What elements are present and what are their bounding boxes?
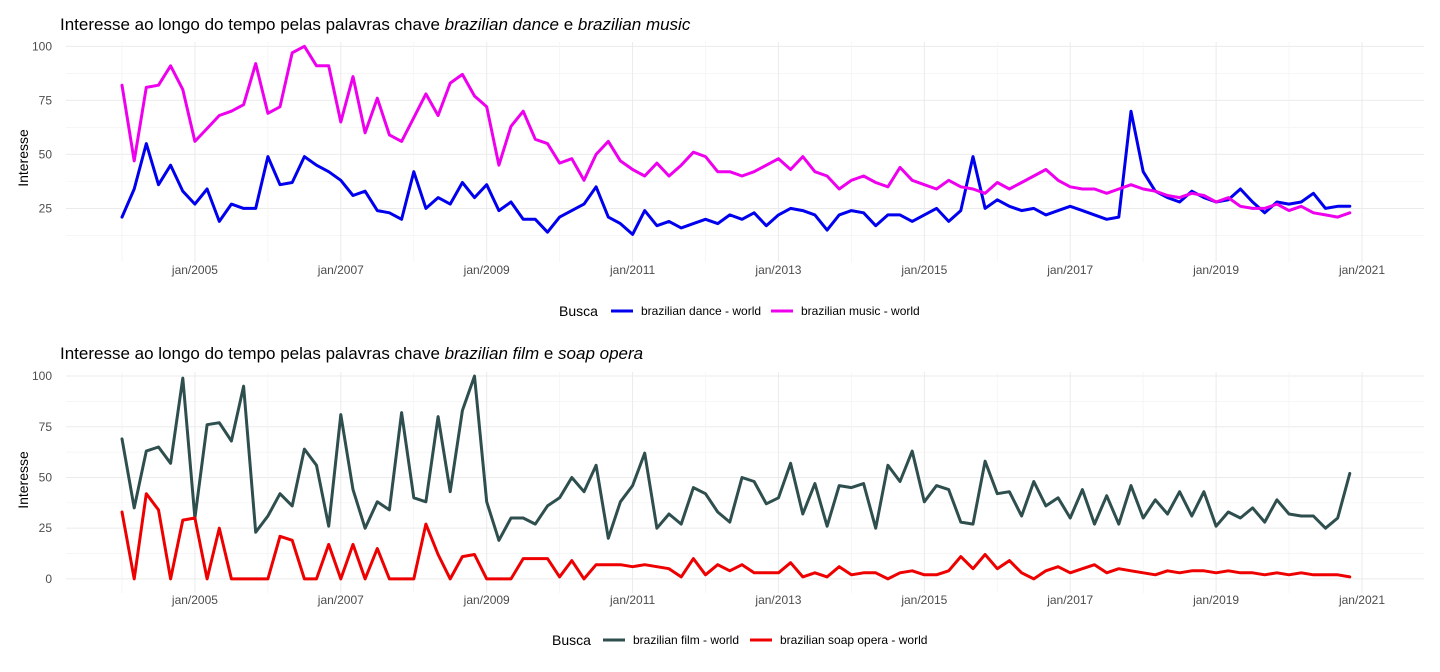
legend-title: Busca xyxy=(552,632,591,648)
x-tick-labels: jan/2005 jan/2007 jan/2009 jan/2011 jan/2013… xyxy=(171,593,1385,607)
x-tick-label: jan/2019 xyxy=(1192,263,1239,277)
x-tick-label: jan/2019 xyxy=(1192,593,1239,607)
y-tick-labels: 0 25 50 75 100 xyxy=(32,369,52,586)
legend-entry-music: brazilian music - world xyxy=(801,304,920,318)
legend-entry-soap: brazilian soap opera - world xyxy=(780,633,927,647)
chart-panel-film-soap: Interesse ao longo do tempo pelas palavr… xyxy=(15,344,1424,648)
y-tick-labels: 25 50 75 100 xyxy=(32,39,52,215)
y-axis-label: Interesse xyxy=(15,129,31,187)
y-tick-label: 50 xyxy=(39,470,53,484)
legend: Busca brazilian film - world brazilian s… xyxy=(552,632,927,648)
grid-lines xyxy=(66,42,1424,262)
x-tick-label: jan/2013 xyxy=(754,263,801,277)
y-tick-label: 100 xyxy=(32,369,52,383)
y-tick-label: 75 xyxy=(39,93,53,107)
chart-title: Interesse ao longo do tempo pelas palavr… xyxy=(60,15,691,34)
x-tick-label: jan/2017 xyxy=(1046,593,1093,607)
y-tick-label: 100 xyxy=(32,39,52,53)
x-tick-label: jan/2009 xyxy=(463,263,510,277)
y-tick-label: 25 xyxy=(39,521,53,535)
x-tick-label: jan/2005 xyxy=(171,593,218,607)
x-tick-label: jan/2013 xyxy=(754,593,801,607)
x-tick-label: jan/2015 xyxy=(900,263,947,277)
x-tick-label: jan/2009 xyxy=(463,593,510,607)
grid-lines xyxy=(66,372,1424,593)
y-tick-label: 0 xyxy=(45,572,52,586)
y-axis-label: Interesse xyxy=(15,451,31,509)
y-tick-label: 75 xyxy=(39,420,53,434)
chart-title: Interesse ao longo do tempo pelas palavr… xyxy=(60,344,643,363)
series-line-1 xyxy=(120,109,1352,236)
chart-panel-dance-music: Interesse ao longo do tempo pelas palavr… xyxy=(15,15,1424,319)
x-tick-label: jan/2007 xyxy=(317,263,364,277)
legend-title: Busca xyxy=(559,303,598,319)
series-line-2 xyxy=(120,44,1352,219)
series-lines xyxy=(120,374,1352,581)
legend: Busca brazilian dance - world brazilian … xyxy=(559,303,920,319)
series-line-1 xyxy=(120,374,1352,542)
x-tick-label: jan/2007 xyxy=(317,593,364,607)
x-tick-label: jan/2015 xyxy=(900,593,947,607)
legend-entry-dance: brazilian dance - world xyxy=(641,304,761,318)
x-tick-label: jan/2011 xyxy=(609,593,655,607)
series-lines xyxy=(120,44,1352,236)
x-tick-label: jan/2021 xyxy=(1338,593,1385,607)
x-tick-labels: jan/2005 jan/2007 jan/2009 jan/2011 jan/2013… xyxy=(171,263,1385,277)
x-tick-label: jan/2021 xyxy=(1338,263,1385,277)
series-line-2 xyxy=(120,492,1352,581)
x-tick-label: jan/2005 xyxy=(171,263,218,277)
y-tick-label: 50 xyxy=(39,147,53,161)
y-tick-label: 25 xyxy=(39,201,53,215)
x-tick-label: jan/2011 xyxy=(609,263,655,277)
legend-entry-film: brazilian film - world xyxy=(633,633,739,647)
x-tick-label: jan/2017 xyxy=(1046,263,1093,277)
